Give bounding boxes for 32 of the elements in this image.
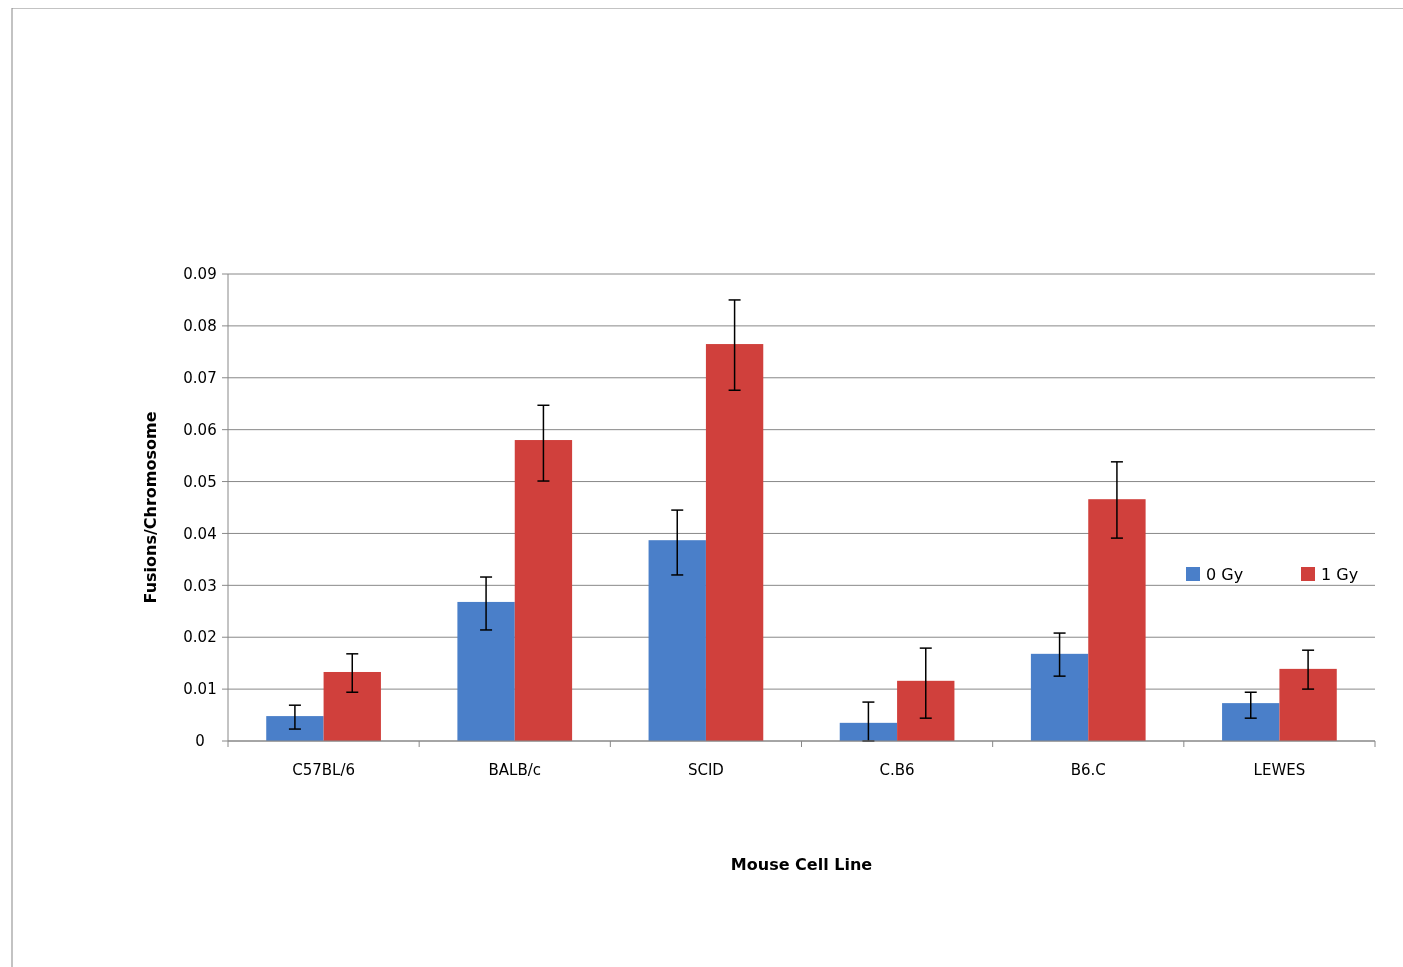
bar [1279, 668, 1337, 741]
x-tick-label: BALB/c [488, 761, 541, 779]
bar [514, 440, 573, 741]
x-tick-label: C.B6 [879, 761, 915, 779]
bar [648, 540, 706, 741]
y-tick-label: 0.07 [183, 369, 217, 388]
x-tick-label: C57BL/6 [292, 761, 355, 779]
x-tick-label: B6.C [1070, 761, 1106, 779]
y-tick-label: 0.06 [183, 420, 217, 439]
y-axis-title: Fusions/Chromosome [141, 411, 160, 604]
bar [839, 722, 898, 741]
bar [323, 671, 381, 741]
y-tick-label: 0 [195, 732, 205, 751]
x-tick-label: SCID [687, 761, 724, 779]
y-tick-label: 0.05 [183, 472, 217, 491]
x-axis-title: Mouse Cell Line [730, 855, 873, 874]
legend-label: 0 Gy [1206, 564, 1244, 584]
y-tick-label: 0.03 [183, 576, 217, 595]
y-tick-label: 0.09 [183, 265, 217, 284]
legend-label: 1 Gy [1321, 564, 1359, 584]
x-tick-label: LEWES [1253, 761, 1306, 779]
y-tick-label: 0.04 [183, 524, 217, 543]
bar [897, 680, 955, 741]
bar [705, 344, 764, 741]
bar [1222, 703, 1280, 741]
y-tick-label: 0.08 [183, 317, 217, 336]
bar [457, 601, 515, 741]
bar [1030, 653, 1089, 741]
y-tick-label: 0.02 [183, 628, 217, 647]
bar [1088, 499, 1146, 741]
bar [266, 716, 324, 741]
y-tick-label: 0.01 [183, 680, 217, 699]
